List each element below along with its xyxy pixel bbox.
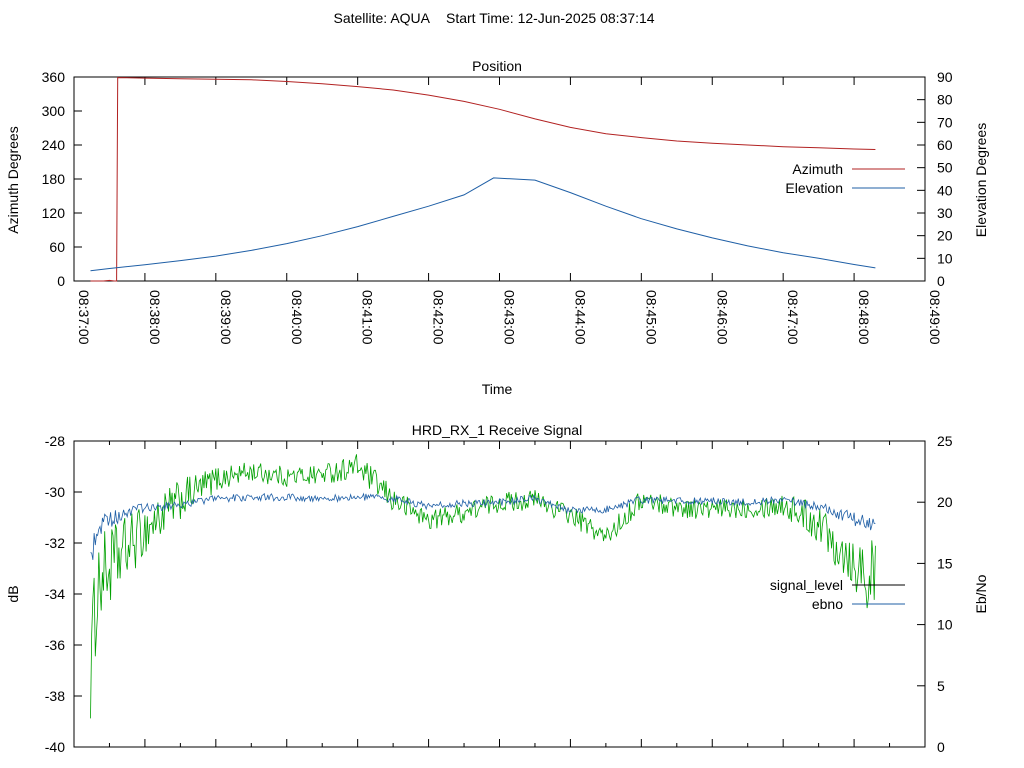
x-tick-label: 08:42:00 bbox=[431, 290, 447, 345]
y-tick-label: -32 bbox=[45, 535, 65, 551]
y-tick-label: 60 bbox=[49, 239, 65, 255]
y2-tick-label: 90 bbox=[937, 69, 953, 85]
y2-tick-label: 80 bbox=[937, 92, 953, 108]
y-tick-label: 120 bbox=[42, 205, 66, 221]
time-axis-label: Time bbox=[482, 381, 513, 397]
y-tick-label: -36 bbox=[45, 637, 65, 653]
azimuth-axis-label: Azimuth Degrees bbox=[5, 126, 21, 233]
position-chart: Position Time Azimuth Degrees Elevation … bbox=[5, 58, 989, 397]
y2-tick-label: 25 bbox=[937, 433, 953, 449]
series-line-signal-level bbox=[90, 454, 876, 719]
y2-tick-label: 0 bbox=[937, 273, 945, 289]
position-plot-frame bbox=[73, 76, 926, 282]
x-tick-label: 08:44:00 bbox=[572, 290, 588, 345]
y2-tick-label: 5 bbox=[937, 678, 945, 694]
series-line-ebno bbox=[90, 492, 876, 560]
y2-tick-label: 10 bbox=[937, 250, 953, 266]
x-tick-label: 08:47:00 bbox=[785, 290, 801, 345]
x-tick-label: 08:49:00 bbox=[927, 290, 943, 345]
position-series bbox=[90, 77, 876, 282]
x-tick-label: 08:40:00 bbox=[289, 290, 305, 345]
y-tick-label: 0 bbox=[57, 273, 65, 289]
y-tick-label: -30 bbox=[45, 484, 65, 500]
signal-axes: -40 -38 -36 -34 -32 -30 -28 0 5 10 15 20 25 bbox=[45, 433, 953, 755]
x-tick-label: 08:39:00 bbox=[218, 290, 234, 345]
legend-azimuth-label: Azimuth bbox=[792, 161, 843, 177]
series-line-elevation bbox=[90, 177, 876, 272]
y2-tick-label: 10 bbox=[937, 617, 953, 633]
x-tick-label: 08:46:00 bbox=[714, 290, 730, 345]
legend-ebno-label: ebno bbox=[812, 596, 843, 612]
signal-series bbox=[90, 454, 876, 719]
y2-tick-label: 15 bbox=[937, 555, 953, 571]
y2-tick-label: 30 bbox=[937, 205, 953, 221]
signal-plot-frame bbox=[73, 440, 926, 748]
receive-signal-chart-title: HRD_RX_1 Receive Signal bbox=[412, 422, 582, 438]
ebno-axis-label: Eb/No bbox=[973, 574, 989, 613]
position-legend: Azimuth Elevation bbox=[785, 161, 905, 196]
y2-tick-label: 60 bbox=[937, 137, 953, 153]
y2-tick-label: 50 bbox=[937, 160, 953, 176]
y-tick-label: 360 bbox=[42, 69, 66, 85]
x-tick-label: 08:41:00 bbox=[360, 290, 376, 345]
y-tick-label: -38 bbox=[45, 688, 65, 704]
x-tick-label: 08:43:00 bbox=[502, 290, 518, 345]
x-tick-label: 08:38:00 bbox=[147, 290, 163, 345]
receive-signal-chart: HRD_RX_1 Receive Signal dB Eb/No -40-38-… bbox=[5, 422, 989, 755]
legend-signal-level-label: signal_level bbox=[770, 577, 843, 593]
y2-tick-label: 0 bbox=[937, 739, 945, 755]
position-axes: 08:37:00 08:38:00 08:39:00 08:40:00 08:41:00… bbox=[42, 69, 953, 345]
y2-tick-label: 20 bbox=[937, 228, 953, 244]
x-tick-label: 08:48:00 bbox=[856, 290, 872, 345]
legend-elevation-label: Elevation bbox=[785, 180, 843, 196]
y2-tick-label: 70 bbox=[937, 114, 953, 130]
position-chart-title: Position bbox=[472, 58, 522, 74]
y-tick-label: 180 bbox=[42, 171, 66, 187]
y-tick-label: -40 bbox=[45, 739, 65, 755]
y-tick-label: -28 bbox=[45, 433, 65, 449]
y-tick-label: 300 bbox=[42, 103, 66, 119]
y-tick-label: 240 bbox=[42, 137, 66, 153]
elevation-axis-label: Elevation Degrees bbox=[973, 123, 989, 237]
x-tick-label: 08:37:00 bbox=[76, 290, 92, 345]
start-time-label: Start Time: 12-Jun-2025 08:37:14 bbox=[446, 10, 655, 26]
satellite-label: Satellite: AQUA bbox=[334, 10, 431, 26]
series-line-azimuth bbox=[90, 77, 876, 282]
signal-legend: signal_level ebno bbox=[770, 577, 905, 612]
y-tick-label: -34 bbox=[45, 586, 65, 602]
y2-tick-label: 20 bbox=[937, 494, 953, 510]
db-axis-label: dB bbox=[5, 585, 21, 602]
y2-tick-label: 40 bbox=[937, 182, 953, 198]
x-tick-label: 08:45:00 bbox=[643, 290, 659, 345]
